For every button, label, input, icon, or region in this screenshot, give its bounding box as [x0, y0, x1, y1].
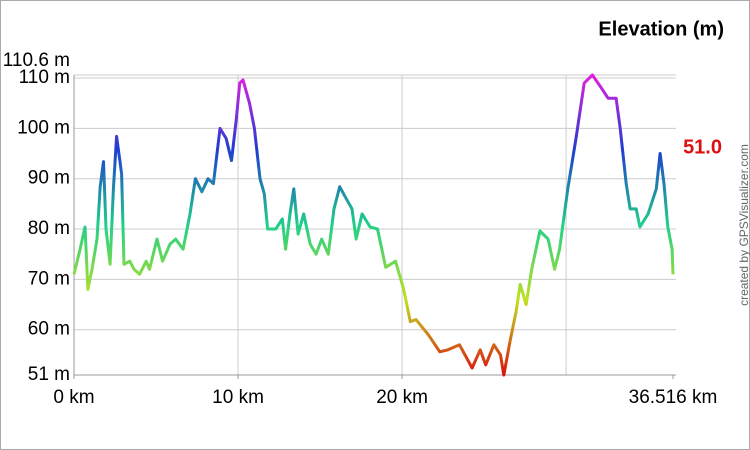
y-tick-label: 90 m: [28, 168, 70, 189]
y-tick-label: 80 m: [28, 218, 70, 239]
x-tick-label: 20 km: [376, 387, 428, 408]
elevation-line: [72, 73, 675, 377]
y-tick-label: 100 m: [17, 117, 70, 138]
x-tick-label: 36.516 km: [629, 387, 718, 408]
y-tick-label: 70 m: [28, 268, 70, 289]
y-tick-label: 110 m: [19, 67, 70, 88]
y-tick-label: 51 m: [28, 364, 70, 385]
y-tick-label: 110.6 m: [3, 50, 70, 71]
y-tick-label: 60 m: [28, 319, 70, 340]
x-tick-label: 10 km: [212, 387, 264, 408]
x-tick-label: 0 km: [53, 387, 94, 408]
credit: created by GPSVisualizer.com: [737, 144, 750, 306]
legend-title: Elevation (m): [598, 18, 724, 40]
legend-value: 51.0: [683, 136, 722, 158]
